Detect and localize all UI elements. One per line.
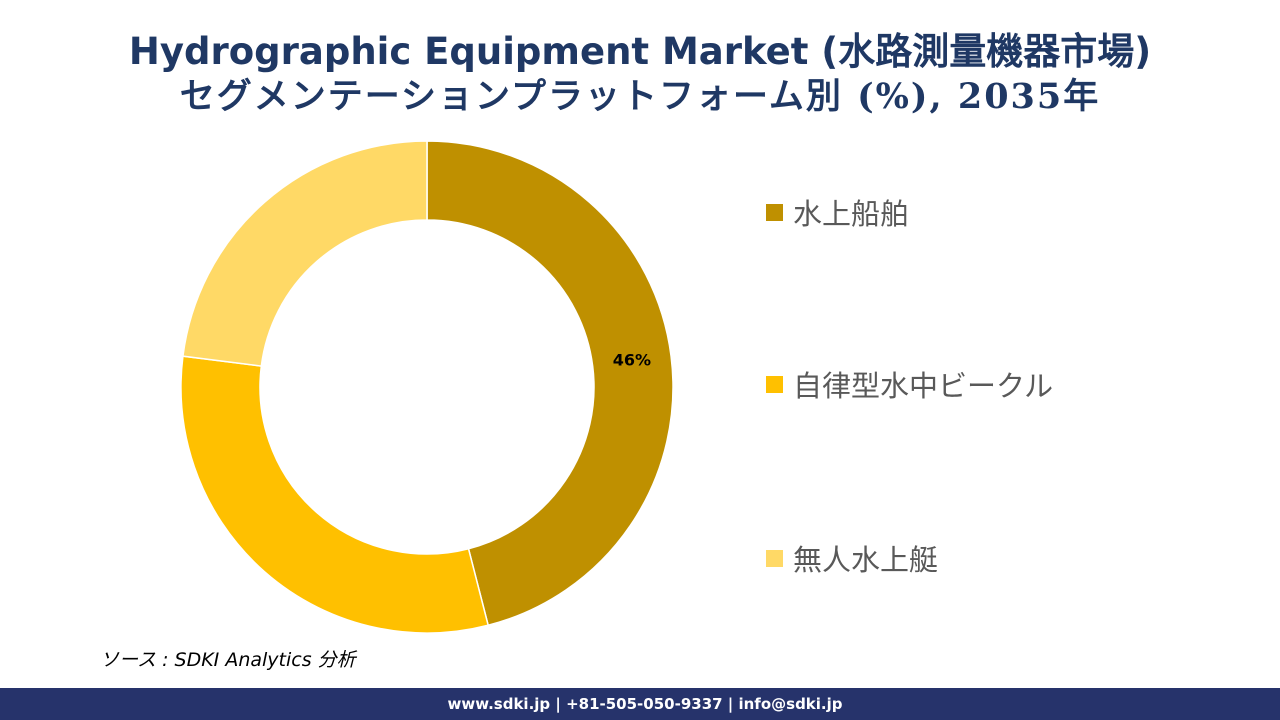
legend-label: 無人水上艇 [793,543,939,577]
legend-item-auv: 自律型水中ビークル [766,362,1053,406]
legend-swatch [766,375,783,393]
footer-bar: www.sdki.jp | +81-505-050-9337 | info@sd… [0,688,1280,720]
legend-swatch [766,203,783,221]
legend-item-surface-vessels: 水上船舶 [766,190,909,234]
legend-label: 水上船舶 [793,197,910,231]
donut-slice-2 [180,355,490,634]
data-label-1: 46% [613,351,651,370]
legend-swatch [766,549,783,567]
source-note: ソース : SDKI Analytics 分析 [100,649,356,671]
donut-slice-3 [182,140,428,367]
donut-slice-1 [426,140,674,627]
legend-label: 自律型水中ビークル [793,369,1054,403]
donut-data-labels: 46% [613,351,651,370]
footer-contact: www.sdki.jp | +81-505-050-9337 | info@sd… [447,695,843,713]
legend: 水上船舶 自律型水中ビークル 無人水上艇 [766,190,1246,590]
chart-subtitle: セグメンテーションプラットフォーム別 (%), 2035年 [179,76,1101,117]
chart-title: Hydrographic Equipment Market (水路測量機器市場) [128,30,1152,73]
legend-item-usv: 無人水上艇 [766,536,938,580]
donut-slices [180,140,674,634]
